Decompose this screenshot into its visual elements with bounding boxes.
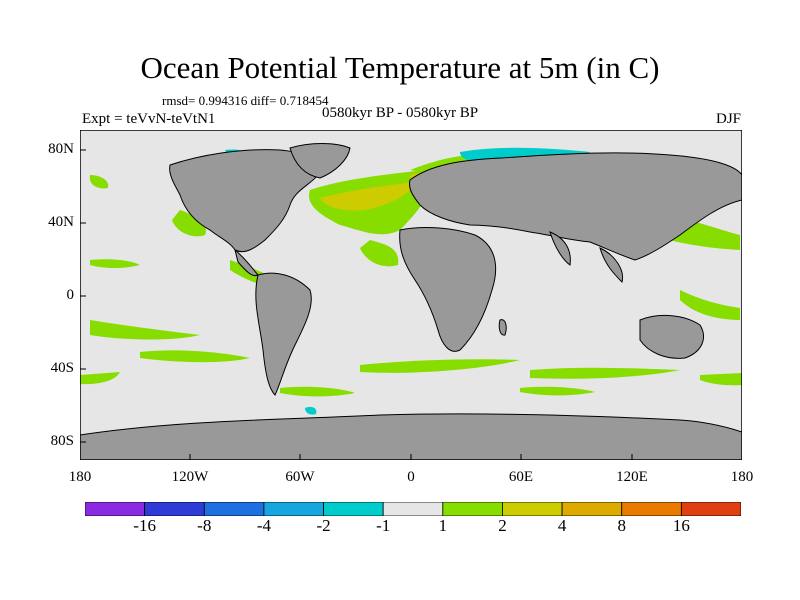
lon-label: 0	[407, 469, 415, 485]
colorbar-swatch	[621, 502, 682, 516]
colorbar-label: -4	[256, 516, 271, 535]
colorbar-label: 2	[498, 516, 507, 535]
africa	[399, 227, 497, 352]
colorbar-swatch	[323, 502, 384, 516]
colorbar-swatch	[203, 502, 265, 516]
colorbar-label: -1	[376, 516, 391, 535]
southeast-asia	[599, 247, 624, 283]
colorbar-swatch	[502, 502, 563, 516]
colorbar-swatch	[85, 502, 146, 516]
lon-label: 60W	[285, 469, 315, 485]
lat-label: 40S	[50, 360, 74, 376]
chart-title: Ocean Potential Temperature at 5m (in C)	[140, 50, 660, 85]
colorbar	[85, 502, 741, 516]
lat-label: 40N	[48, 214, 74, 230]
eurasia	[409, 152, 742, 261]
colorbar-label: -8	[197, 516, 212, 535]
lat-label: 80S	[50, 433, 74, 449]
lon-label: 120E	[616, 469, 648, 485]
india	[549, 231, 571, 266]
colorbar-swatch	[382, 502, 444, 516]
north-america	[169, 149, 319, 253]
antarctica	[80, 413, 742, 460]
period-label: 0580kyr BP - 0580kyr BP	[322, 105, 479, 121]
lat-label: 0	[66, 287, 75, 303]
south-america	[255, 272, 312, 396]
world-map	[80, 130, 742, 460]
colorbar-swatch	[144, 502, 205, 516]
season-label: DJF	[715, 111, 741, 127]
madagascar	[498, 319, 507, 336]
lon-label: 180	[730, 469, 754, 485]
experiment-label: Expt = teVvN-teVtN1	[82, 111, 216, 127]
colorbar-label: 4	[557, 516, 567, 535]
lon-label: 120W	[171, 469, 209, 485]
colorbar-label: 16	[672, 516, 690, 535]
colorbar-swatch	[442, 502, 503, 516]
colorbar-label: 8	[617, 516, 626, 535]
colorbar-label: -16	[133, 516, 156, 535]
stats-text: rmsd= 0.994316 diff= 0.718454	[162, 93, 329, 108]
lon-label: 180	[68, 469, 92, 485]
greenland	[289, 143, 351, 179]
colorbar-swatch	[561, 502, 623, 516]
australia	[639, 315, 704, 359]
colorbar-swatch	[680, 502, 741, 516]
land	[80, 143, 742, 460]
colorbar-label: 1	[438, 516, 448, 535]
colorbar-swatch	[263, 502, 324, 516]
lat-label: 80N	[48, 141, 74, 157]
colorbar-label: -2	[316, 516, 331, 535]
map-ticks	[80, 149, 633, 460]
lon-label: 60E	[508, 469, 534, 485]
